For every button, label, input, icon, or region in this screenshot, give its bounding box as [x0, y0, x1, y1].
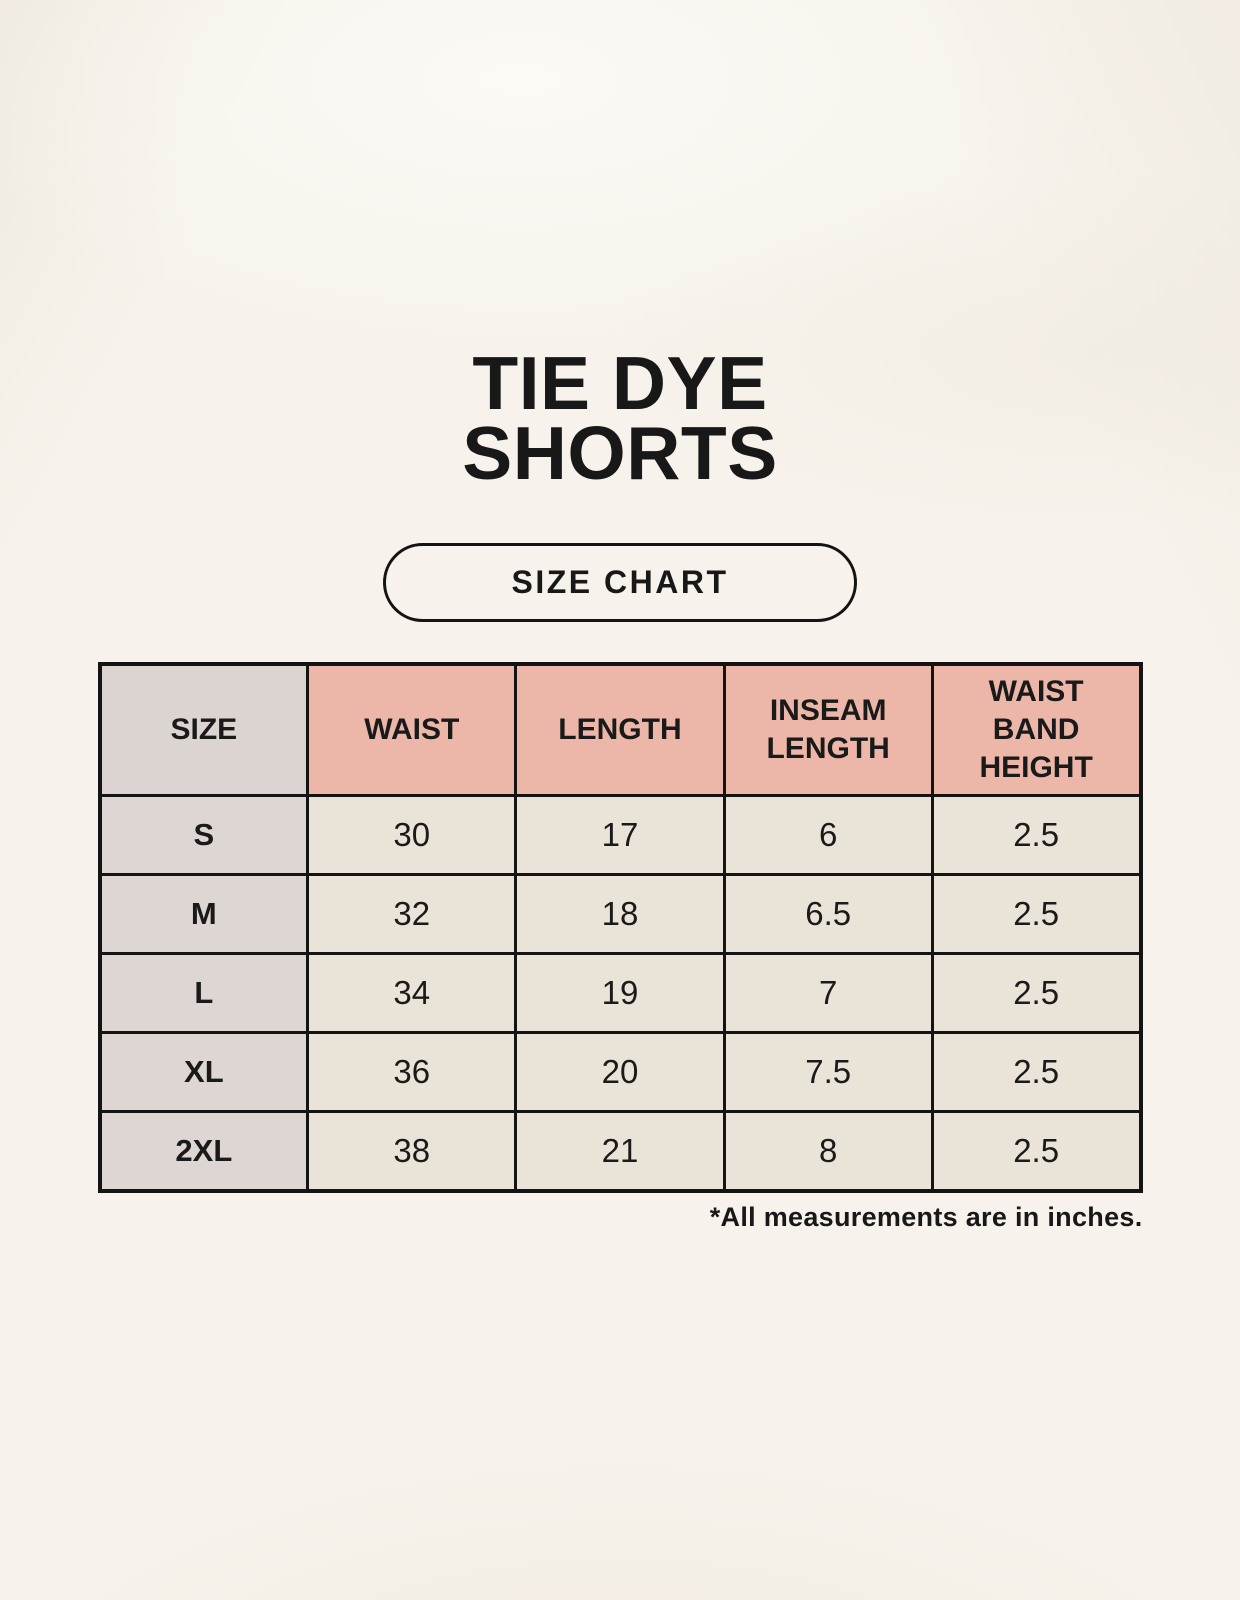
waist-cell: 30 [306, 794, 518, 876]
waist-cell: 36 [306, 1031, 518, 1113]
measurements-note: *All measurements are in inches. [709, 1202, 1143, 1232]
column-header-size: SIZE [97, 662, 310, 797]
column-header-label: INSEAM LENGTH [766, 694, 890, 765]
length-cell: 20 [514, 1031, 726, 1113]
waist-band-height-cell: 2.5 [930, 1031, 1143, 1113]
waist-band-height-cell: 2.5 [930, 1110, 1143, 1193]
size-chart-badge: SIZE CHART [383, 543, 857, 622]
column-header-label: WAIST BAND HEIGHT [979, 675, 1093, 784]
column-header-waist: WAIST [306, 662, 518, 797]
inseam-length-cell: 7 [722, 952, 934, 1034]
table-row-xl: XL 36 20 7.5 2.5 [97, 1031, 1143, 1113]
size-cell: 2XL [97, 1110, 310, 1193]
length-cell: 19 [514, 952, 726, 1034]
header-row: SIZE WAIST LENGTH INSEAM LENGTH WAIST BA… [97, 662, 1143, 797]
page-title: TIE DYE SHORTS [462, 341, 778, 495]
waist-band-height-cell: 2.5 [930, 794, 1143, 876]
table-row-l: L 34 19 7 2.5 [97, 952, 1143, 1034]
size-chart-table: SIZE WAIST LENGTH INSEAM LENGTH WAIST BA… [97, 662, 1143, 1193]
waist-band-height-cell: 2.5 [930, 873, 1143, 955]
column-header-label: WAIST [364, 713, 460, 746]
inseam-length-cell: 8 [722, 1110, 934, 1193]
column-header-label: LENGTH [558, 713, 682, 746]
column-header-length: LENGTH [514, 662, 726, 797]
size-cell: M [97, 873, 310, 955]
column-header-label: SIZE [170, 713, 238, 746]
size-cell: S [97, 794, 310, 876]
length-cell: 18 [514, 873, 726, 955]
inseam-length-cell: 6.5 [722, 873, 934, 955]
inseam-length-cell: 6 [722, 794, 934, 876]
size-cell: L [97, 952, 310, 1034]
page-title-line-2: SHORTS [462, 411, 778, 495]
size-cell: XL [97, 1031, 310, 1113]
inseam-length-cell: 7.5 [722, 1031, 934, 1113]
column-header-inseam-length: INSEAM LENGTH [722, 662, 934, 797]
page-title-line-1: TIE DYE [472, 341, 768, 425]
table-row-2xl: 2XL 38 21 8 2.5 [97, 1110, 1143, 1193]
table-row-m: M 32 18 6.5 2.5 [97, 873, 1143, 955]
waist-cell: 34 [306, 952, 518, 1034]
waist-cell: 32 [306, 873, 518, 955]
column-header-waist-band-height: WAIST BAND HEIGHT [930, 662, 1143, 797]
waist-cell: 38 [306, 1110, 518, 1193]
size-chart-badge-label: SIZE CHART [511, 564, 729, 600]
length-cell: 21 [514, 1110, 726, 1193]
table-row-s: S 30 17 6 2.5 [97, 794, 1143, 876]
length-cell: 17 [514, 794, 726, 876]
waist-band-height-cell: 2.5 [930, 952, 1143, 1034]
